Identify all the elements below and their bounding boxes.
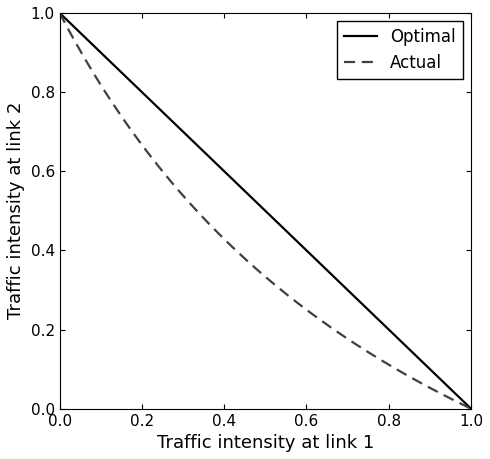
Actual	[279, 288, 285, 294]
Actual	[254, 267, 260, 273]
Actual	[57, 10, 63, 16]
X-axis label: Traffic intensity at link 1: Traffic intensity at link 1	[157, 434, 374, 452]
Line: Actual: Actual	[60, 13, 471, 409]
Actual	[468, 406, 474, 411]
Actual	[458, 401, 464, 407]
Y-axis label: Traffic intensity at link 2: Traffic intensity at link 2	[7, 102, 25, 319]
Actual	[394, 367, 400, 372]
Legend: Optimal, Actual: Optimal, Actual	[337, 21, 463, 79]
Actual	[301, 306, 307, 311]
Actual	[252, 265, 258, 270]
